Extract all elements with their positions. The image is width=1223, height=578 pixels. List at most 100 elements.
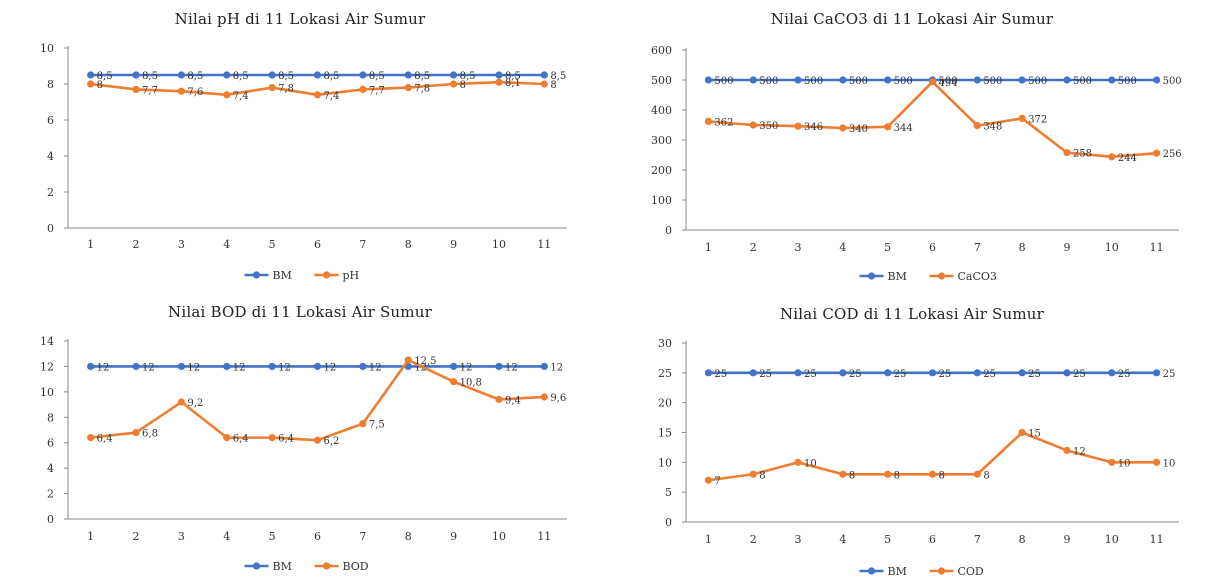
data-label-bm: 8,5 (324, 71, 340, 82)
data-point-caco3 (749, 121, 757, 129)
legend-item-bm: BM (244, 269, 292, 282)
data-label-bod: 10,8 (460, 378, 482, 389)
data-label-ph: 8 (97, 80, 103, 91)
x-tick-label: 11 (1150, 241, 1164, 254)
x-tick-label: 10 (492, 238, 506, 251)
x-tick-label: 1 (705, 533, 712, 546)
data-label-bm: 25 (1163, 369, 1176, 380)
data-point-cod (973, 470, 981, 478)
data-label-ph: 8 (460, 80, 466, 91)
data-label-caco3: 340 (849, 124, 868, 135)
x-tick-label: 7 (359, 530, 366, 543)
x-tick-label: 3 (178, 238, 185, 251)
data-label-bm: 500 (1028, 76, 1047, 87)
data-label-bm: 8,5 (187, 71, 203, 82)
data-label-cod: 7 (714, 476, 720, 487)
chart-cod: Nilai COD di 11 Lokasi Air Sumur 0 5 10 15 20… (612, 293, 1212, 578)
data-point-bm (1018, 369, 1026, 377)
y-tick-label: 6 (47, 437, 54, 450)
x-tick-label: 6 (929, 241, 936, 254)
data-label-bm: 25 (714, 369, 727, 380)
x-tick-label: 11 (537, 530, 551, 543)
data-label-bod: 6,4 (278, 434, 294, 445)
data-point-ph (359, 85, 367, 93)
x-tick-label: 3 (795, 533, 802, 546)
data-point-bm (794, 369, 802, 377)
data-label-caco3: 362 (714, 117, 733, 128)
data-point-cod (884, 470, 892, 478)
x-tick-label: 5 (884, 241, 891, 254)
data-label-bm: 8,5 (505, 71, 521, 82)
x-tick-label: 4 (839, 241, 846, 254)
legend-swatch-marker (937, 272, 946, 280)
data-point-bod (359, 420, 367, 428)
data-label-cod: 15 (1028, 429, 1041, 440)
data-point-bm (132, 362, 140, 371)
data-point-bm (87, 362, 95, 371)
x-tick-label: 8 (1019, 241, 1026, 254)
data-point-bm (839, 76, 847, 84)
data-point-bm (495, 362, 503, 371)
y-tick-label: 8 (47, 411, 54, 424)
data-point-bod (404, 356, 412, 364)
data-point-caco3 (839, 124, 847, 132)
data-point-bm (1108, 76, 1116, 84)
data-point-bm (177, 71, 186, 79)
y-tick-label: 25 (658, 367, 672, 380)
data-label-bm: 25 (759, 369, 772, 380)
data-point-ph (87, 80, 95, 88)
data-label-bm: 25 (1118, 369, 1131, 380)
y-tick-label: 600 (651, 44, 672, 57)
x-tick-label: 5 (269, 238, 276, 251)
data-label-cod: 10 (1118, 458, 1131, 469)
x-tick-label: 9 (1063, 533, 1070, 546)
data-point-bm (223, 71, 231, 79)
y-tick-label: 10 (658, 456, 672, 469)
data-label-bm: 500 (939, 76, 958, 87)
chart-svg: Nilai CaCO3 di 11 Lokasi Air Sumur 0 100 20… (651, 10, 1182, 283)
data-label-bm: 8,5 (414, 71, 430, 82)
data-point-ph (404, 84, 412, 92)
y-tick-label: 8 (47, 78, 54, 91)
data-point-bm (268, 71, 276, 79)
data-point-bm (449, 362, 458, 371)
x-tick-label: 7 (359, 238, 366, 251)
data-label-bod: 9,6 (550, 393, 566, 404)
y-tick-label: 100 (651, 194, 672, 207)
data-point-bm (359, 71, 367, 79)
legend-item-bod: BOD (314, 560, 369, 573)
data-point-cod (704, 476, 713, 484)
data-point-ph (449, 80, 458, 88)
data-point-caco3 (884, 123, 892, 131)
data-label-ph: 7,8 (278, 84, 294, 95)
data-label-bm: 8,5 (460, 71, 476, 82)
data-point-caco3 (1108, 153, 1116, 161)
chart-svg: Nilai COD di 11 Lokasi Air Sumur05101520… (658, 305, 1179, 578)
data-point-bm (884, 369, 892, 377)
data-label-ph: 7,7 (142, 85, 158, 96)
data-point-cod (1018, 428, 1026, 437)
x-tick-label: 8 (405, 238, 412, 251)
data-label-caco3: 348 (983, 122, 1002, 133)
data-label-bm: 25 (849, 369, 862, 380)
y-tick-label: 12 (40, 360, 54, 373)
x-tick-label: 6 (314, 530, 321, 543)
x-tick-label: 4 (223, 238, 230, 251)
chart-title: Nilai COD di 11 Lokasi Air Sumur (780, 305, 1045, 323)
data-point-bod (495, 395, 503, 404)
chart-caco3: Nilai CaCO3 di 11 Lokasi Air Sumur 0 100 20… (612, 0, 1212, 285)
x-tick-label: 11 (1150, 533, 1164, 546)
data-label-bm: 500 (714, 76, 733, 87)
data-point-bm (540, 362, 548, 371)
x-tick-label: 10 (1105, 241, 1119, 254)
x-tick-label: 7 (974, 533, 981, 546)
data-label-bod: 12,5 (414, 356, 436, 367)
y-tick-label: 0 (47, 513, 54, 526)
data-label-bm: 500 (1163, 76, 1182, 87)
data-point-bm (359, 362, 367, 371)
data-label-caco3: 372 (1028, 114, 1047, 125)
y-tick-label: 0 (665, 224, 672, 237)
data-label-bm: 25 (983, 369, 996, 380)
data-label-bm: 25 (1073, 369, 1086, 380)
data-label-bod: 7,5 (369, 420, 385, 431)
